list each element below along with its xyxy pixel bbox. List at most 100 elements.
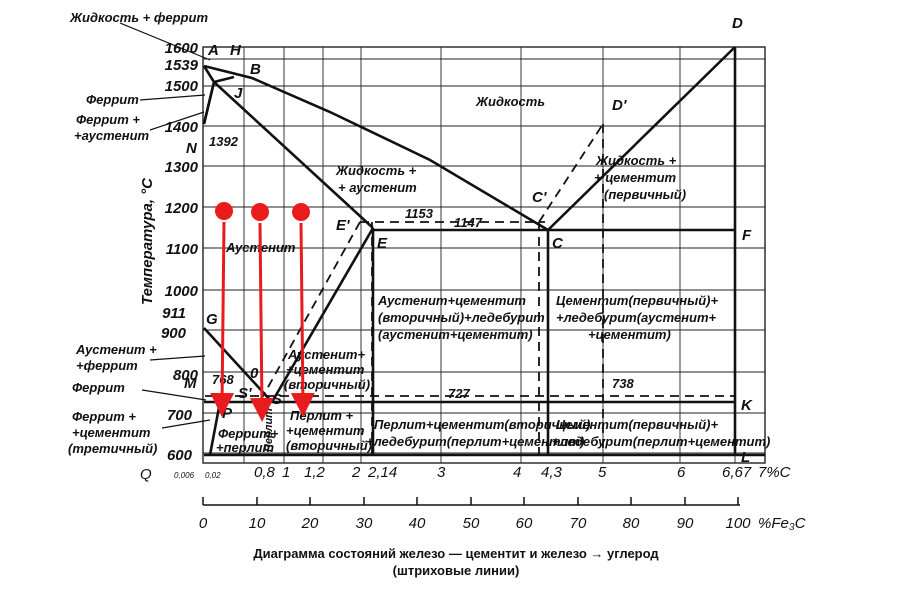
- region-perlite-ledeburite: +ледебурит(перлит+цементит): [366, 434, 584, 449]
- cooling-arrow: [249, 222, 274, 422]
- cooling-arrow: [210, 221, 235, 417]
- x2-tick: 60: [516, 515, 533, 532]
- x2-tick: 40: [409, 515, 426, 532]
- y-tick: 800: [173, 367, 199, 384]
- y-tick: 911: [162, 305, 186, 322]
- label-austenite-ferrite: +феррит: [76, 358, 138, 373]
- region-austenite-cementite: Аустенит+: [287, 347, 365, 362]
- region-perlite-cementite: (вторичный): [286, 438, 372, 453]
- region-austenite-cementite-ledeburite: (аустенит+цементит): [378, 327, 533, 342]
- y-tick: 1539: [165, 57, 199, 74]
- temperature-labels: 1392 1153 1147 768 727 738: [209, 134, 634, 401]
- region-perlite-cementite: Перлит +: [290, 408, 354, 423]
- point-S: S: [272, 391, 282, 408]
- x-tick: 5: [598, 464, 607, 481]
- label-ferrite-cementite: Феррит +: [72, 409, 136, 424]
- phase-lines: [202, 46, 765, 457]
- x-tick: 4: [513, 464, 521, 481]
- x2-tick: 70: [570, 515, 587, 532]
- x-axis-cementite-line: [202, 497, 740, 506]
- y-tick: 700: [167, 407, 193, 424]
- x-tick: 6: [677, 464, 686, 481]
- y-tick: 1200: [165, 200, 199, 217]
- x2-tick: 100: [725, 515, 751, 532]
- region-liquid-cementite: Жидкость +: [595, 153, 677, 168]
- temp-727: 727: [448, 386, 470, 401]
- point-J: J: [234, 85, 243, 102]
- caption-line-1: Диаграмма состояний железо — цементит и …: [253, 546, 659, 561]
- label-ferrite-low: Феррит: [72, 380, 125, 395]
- region-liquid: Жидкость: [475, 94, 545, 109]
- marker-dot: [292, 203, 310, 221]
- region-liquid-cementite: + цементит: [594, 170, 677, 185]
- y-tick: 900: [161, 325, 187, 342]
- point-K: K: [741, 397, 753, 414]
- x2-tick: 10: [249, 515, 266, 532]
- x-tick: 3: [437, 464, 446, 481]
- point-P: P: [222, 405, 233, 422]
- temp-1147: 1147: [454, 215, 483, 230]
- y-tick: 1500: [165, 78, 199, 95]
- point-E-prime: E': [336, 217, 350, 234]
- y-axis-ticks: 1600 1539 1500 1400 1300 1200 1100 1000 …: [161, 40, 199, 464]
- label-liquid-ferrite: Жидкость + феррит: [69, 10, 208, 25]
- point-O: 0: [250, 365, 259, 382]
- leader-lines: [119, 22, 211, 429]
- point-B: B: [250, 61, 261, 78]
- x2-tick: 0: [199, 515, 208, 532]
- dashed-lines: [205, 123, 735, 455]
- y-tick: 1300: [165, 159, 199, 176]
- point-N: N: [186, 140, 198, 157]
- x-tick: 0,8: [254, 464, 276, 481]
- point-L: L: [741, 449, 750, 466]
- x2-tick: 30: [356, 515, 373, 532]
- origin-Q: Q: [140, 466, 152, 483]
- x-tick-small: 0,006: [174, 471, 195, 480]
- region-austenite-cementite: (вторичный): [284, 377, 370, 392]
- label-ferrite-cementite: +цементит: [72, 425, 151, 440]
- region-cementite-ledeburite-austenite: Цементит(первичный)+: [556, 293, 719, 308]
- x-unit-carbon: 7%C: [758, 464, 791, 481]
- red-markers: [210, 202, 315, 422]
- label-austenite-ferrite: Аустенит +: [75, 342, 157, 357]
- point-E: E: [377, 235, 388, 252]
- region-perlite-cementite: +цементит: [286, 423, 365, 438]
- x-axis-cementite: 0 10 20 30 40 50 60 70 80 90 100: [199, 515, 751, 532]
- marker-dot: [215, 202, 233, 220]
- x-tick: 1: [282, 464, 290, 481]
- y-tick: 1000: [165, 283, 199, 300]
- point-A: A: [207, 42, 219, 59]
- region-perlite-ledeburite: Перлит+цементит(вторичный): [374, 417, 590, 432]
- point-G: G: [206, 311, 218, 328]
- point-H: H: [230, 42, 242, 59]
- y-tick: 1400: [165, 119, 199, 136]
- region-cementite-ledeburite-austenite: +цементит): [588, 327, 671, 342]
- region-austenite-cementite-ledeburite: Аустенит+цементит: [377, 293, 526, 308]
- region-liquid-austenite: + аустенит: [338, 180, 417, 195]
- x2-tick: 90: [677, 515, 694, 532]
- cooling-arrow: [290, 222, 315, 417]
- region-cementite-ledeburite-perlite: +ледебурит(перлит+цементит): [552, 434, 770, 449]
- region-austenite-cementite: +цементит: [286, 362, 365, 377]
- label-ferrite-austenite: Феррит +: [76, 112, 140, 127]
- x-tick: 2,14: [367, 464, 397, 481]
- point-D: D: [732, 15, 743, 32]
- x-tick-small: 0,02: [205, 471, 221, 480]
- marker-dot: [251, 203, 269, 221]
- point-D-prime: D': [612, 97, 627, 114]
- left-labels: Жидкость + феррит Феррит Феррит + +аусте…: [68, 10, 208, 456]
- x-tick: 1,2: [304, 464, 326, 481]
- point-M: M: [184, 375, 197, 392]
- region-ferrite-perlite: +перлит: [216, 440, 275, 455]
- region-cementite-ledeburite-austenite: +ледебурит(аустенит+: [556, 310, 717, 325]
- caption-line-2: (штриховые линии): [393, 563, 520, 578]
- temp-1153: 1153: [405, 206, 434, 221]
- x-unit-cementite: %Fe₃C: [758, 515, 806, 532]
- label-ferrite-austenite: +аустенит: [74, 128, 150, 143]
- y-axis-label: Температура, °С: [139, 177, 156, 305]
- x-tick: 4,3: [541, 464, 563, 481]
- y-tick: 600: [167, 447, 193, 464]
- y-tick: 1100: [166, 241, 199, 258]
